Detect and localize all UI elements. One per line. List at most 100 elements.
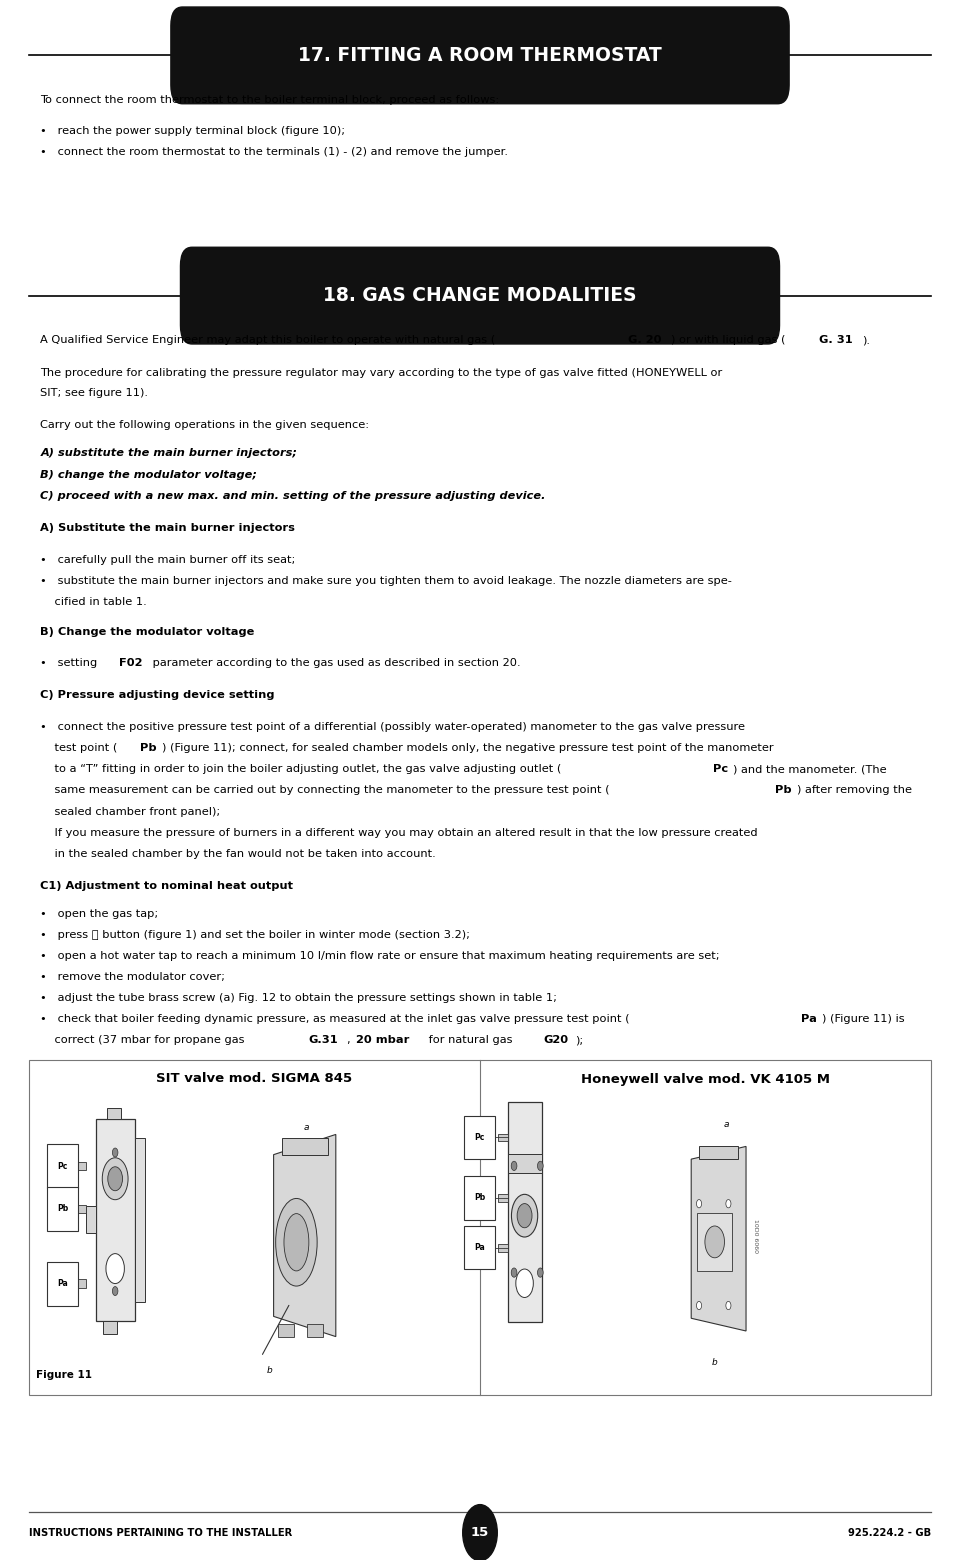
Circle shape (103, 1158, 128, 1200)
Circle shape (108, 1167, 123, 1190)
Text: in the sealed chamber by the fan would not be taken into account.: in the sealed chamber by the fan would n… (40, 849, 436, 858)
Text: 17. FITTING A ROOM THERMOSTAT: 17. FITTING A ROOM THERMOSTAT (299, 45, 661, 66)
Text: a: a (304, 1123, 309, 1133)
FancyBboxPatch shape (180, 248, 780, 345)
Text: Pb: Pb (57, 1204, 68, 1214)
Bar (277, 1324, 295, 1337)
Text: •   reach the power supply terminal block (figure 10);: • reach the power supply terminal block … (40, 126, 346, 136)
Text: •   press ⓓ button (figure 1) and set the boiler in winter mode (section 3.2);: • press ⓓ button (figure 1) and set the … (40, 930, 470, 939)
Circle shape (697, 1200, 702, 1207)
Circle shape (705, 1226, 725, 1257)
Circle shape (517, 1204, 532, 1228)
Circle shape (463, 1504, 497, 1560)
Text: Pb: Pb (776, 786, 792, 796)
Text: A) Substitute the main burner injectors: A) Substitute the main burner injectors (40, 524, 295, 534)
Text: for natural gas: for natural gas (425, 1036, 516, 1045)
Text: test point (: test point ( (40, 744, 118, 753)
Text: •   open a hot water tap to reach a minimum 10 l/min flow rate or ensure that ma: • open a hot water tap to reach a minimu… (40, 950, 720, 961)
Text: G.31: G.31 (309, 1036, 339, 1045)
Text: F02: F02 (119, 658, 142, 668)
Text: •   check that boiler feeding dynamic pressure, as measured at the inlet gas val: • check that boiler feeding dynamic pres… (40, 1014, 630, 1023)
Circle shape (512, 1268, 516, 1278)
Text: The procedure for calibrating the pressure regulator may vary according to the t: The procedure for calibrating the pressu… (40, 368, 723, 378)
Text: •   carefully pull the main burner off its seat;: • carefully pull the main burner off its… (40, 555, 296, 565)
Text: Pb: Pb (140, 744, 156, 753)
Ellipse shape (276, 1198, 317, 1285)
FancyBboxPatch shape (47, 1262, 78, 1306)
Text: Pa: Pa (474, 1243, 485, 1253)
Text: Pb: Pb (474, 1193, 485, 1203)
Text: same measurement can be carried out by connecting the manometer to the pressure : same measurement can be carried out by c… (40, 786, 610, 796)
Bar (307, 1324, 324, 1337)
Text: ,: , (348, 1036, 354, 1045)
Text: ) and the manometer. (The: ) and the manometer. (The (732, 764, 886, 774)
FancyBboxPatch shape (171, 6, 789, 103)
FancyBboxPatch shape (465, 1226, 494, 1270)
Text: INSTRUCTIONS PERTAINING TO THE INSTALLER: INSTRUCTIONS PERTAINING TO THE INSTALLER (29, 1527, 292, 1538)
Text: a: a (724, 1120, 730, 1128)
Text: to a “T” fitting in order to join the boiler adjusting outlet, the gas valve adj: to a “T” fitting in order to join the bo… (40, 764, 562, 774)
Circle shape (512, 1195, 538, 1237)
Circle shape (512, 1161, 516, 1170)
FancyBboxPatch shape (465, 1176, 494, 1220)
Bar (282, 1137, 327, 1154)
Text: );: ); (575, 1036, 584, 1045)
FancyBboxPatch shape (47, 1187, 78, 1231)
Bar (699, 1147, 738, 1159)
Text: Honeywell valve mod. VK 4105 M: Honeywell valve mod. VK 4105 M (581, 1073, 830, 1086)
Bar (697, 1214, 732, 1270)
Text: G. 31: G. 31 (819, 335, 852, 345)
Text: C) proceed with a new max. and min. setting of the pressure adjusting device.: C) proceed with a new max. and min. sett… (40, 490, 546, 501)
Text: C) Pressure adjusting device setting: C) Pressure adjusting device setting (40, 690, 275, 700)
Text: 15: 15 (470, 1526, 490, 1540)
Text: 10D0 6060: 10D0 6060 (754, 1218, 758, 1253)
Circle shape (538, 1161, 543, 1170)
Bar (108, 1108, 121, 1119)
FancyBboxPatch shape (29, 1061, 931, 1395)
Circle shape (106, 1254, 125, 1284)
Text: G20: G20 (543, 1036, 568, 1045)
Bar (498, 1193, 508, 1201)
Text: If you measure the pressure of burners in a different way you may obtain an alte: If you measure the pressure of burners i… (40, 827, 758, 838)
Text: SIT; see figure 11).: SIT; see figure 11). (40, 388, 148, 398)
Bar (508, 1154, 541, 1173)
Text: G. 20: G. 20 (628, 335, 661, 345)
Text: cified in table 1.: cified in table 1. (40, 596, 147, 607)
Text: Carry out the following operations in the given sequence:: Carry out the following operations in th… (40, 420, 370, 429)
Text: A) substitute the main burner injectors;: A) substitute the main burner injectors; (40, 449, 298, 459)
Bar (79, 1204, 85, 1212)
Bar (96, 1119, 135, 1321)
Text: Pc: Pc (474, 1133, 485, 1142)
Text: Pc: Pc (713, 764, 729, 774)
Text: •   adjust the tube brass screw (a) Fig. 12 to obtain the pressure settings show: • adjust the tube brass screw (a) Fig. 1… (40, 994, 558, 1003)
Circle shape (697, 1301, 702, 1310)
Text: To connect the room thermostat to the boiler terminal block, proceed as follows:: To connect the room thermostat to the bo… (40, 95, 499, 105)
Bar (85, 1206, 96, 1234)
Text: 20 mbar: 20 mbar (356, 1036, 410, 1045)
Circle shape (516, 1268, 534, 1298)
Circle shape (726, 1200, 731, 1207)
Text: •   remove the modulator cover;: • remove the modulator cover; (40, 972, 226, 981)
Text: •   substitute the main burner injectors and make sure you tighten them to avoid: • substitute the main burner injectors a… (40, 576, 732, 585)
Text: B) Change the modulator voltage: B) Change the modulator voltage (40, 627, 254, 636)
Text: b: b (711, 1359, 717, 1367)
Text: sealed chamber front panel);: sealed chamber front panel); (40, 807, 221, 816)
Text: A Qualified Service Engineer may adapt this boiler to operate with natural gas (: A Qualified Service Engineer may adapt t… (40, 335, 495, 345)
Text: b: b (267, 1367, 273, 1374)
Text: ) (Figure 11); connect, for sealed chamber models only, the negative pressure te: ) (Figure 11); connect, for sealed chamb… (161, 744, 773, 753)
Text: correct (37 mbar for propane gas: correct (37 mbar for propane gas (40, 1036, 249, 1045)
Text: C1) Adjustment to nominal heat output: C1) Adjustment to nominal heat output (40, 881, 294, 891)
Bar (103, 1321, 116, 1334)
Text: Pc: Pc (58, 1162, 68, 1170)
Text: •   open the gas tap;: • open the gas tap; (40, 908, 158, 919)
Bar (79, 1279, 85, 1287)
Bar (498, 1134, 508, 1142)
Text: 18. GAS CHANGE MODALITIES: 18. GAS CHANGE MODALITIES (324, 285, 636, 306)
Text: Figure 11: Figure 11 (36, 1370, 92, 1381)
Text: •   connect the positive pressure test point of a differential (possibly water-o: • connect the positive pressure test poi… (40, 722, 745, 732)
Text: Pa: Pa (58, 1279, 68, 1289)
Polygon shape (274, 1134, 336, 1337)
FancyBboxPatch shape (465, 1115, 494, 1159)
Ellipse shape (284, 1214, 309, 1271)
Circle shape (538, 1268, 543, 1278)
